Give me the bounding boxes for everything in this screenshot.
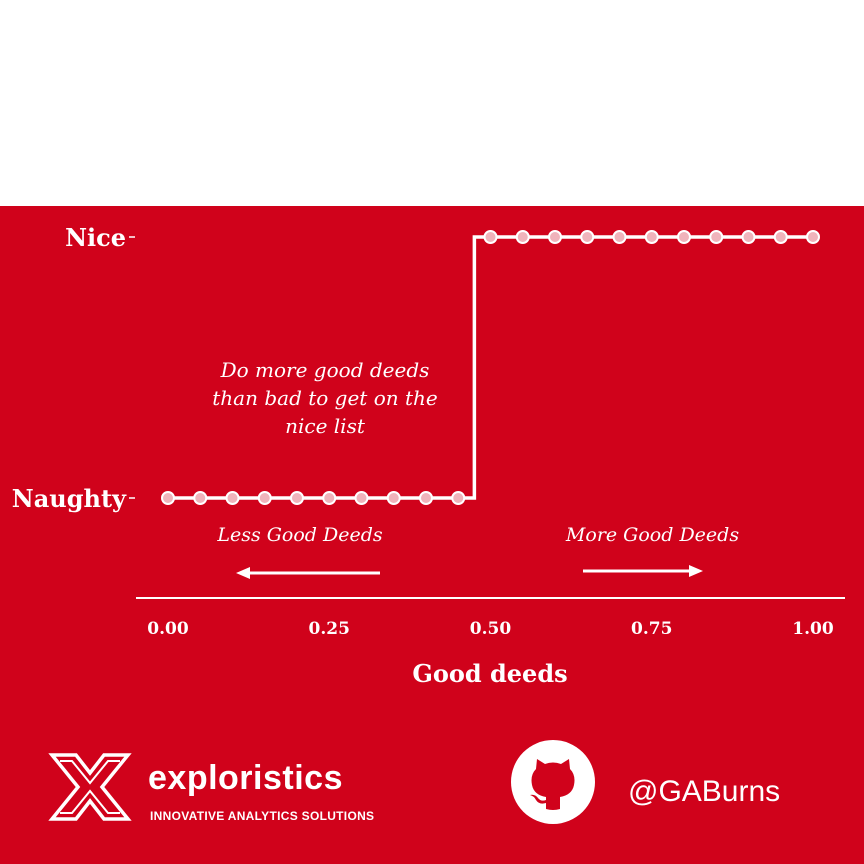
y-tick-label: Nice xyxy=(65,223,126,252)
github-octocat-icon xyxy=(511,740,595,824)
data-point xyxy=(515,230,530,244)
data-point xyxy=(257,491,272,505)
data-point xyxy=(709,230,724,244)
github-handle: @GABurns xyxy=(628,775,781,808)
chart-background xyxy=(0,206,864,864)
data-point xyxy=(612,230,627,244)
data-point xyxy=(193,491,208,505)
brand-name: exploristics xyxy=(148,759,343,797)
data-point xyxy=(354,491,369,505)
data-point xyxy=(322,491,337,505)
data-point xyxy=(580,230,595,244)
x-axis-label: Good deeds xyxy=(412,659,567,688)
data-point xyxy=(644,230,659,244)
callout-text: Do more good deeds than bad to get on th… xyxy=(212,358,438,438)
x-tick-label: 0.00 xyxy=(147,619,189,639)
exploristics-x-logo-icon xyxy=(48,753,132,821)
top-blank-area xyxy=(0,0,864,206)
x-tick-label: 1.00 xyxy=(792,619,834,639)
data-point xyxy=(386,491,401,505)
data-point xyxy=(548,230,562,244)
data-point xyxy=(225,491,240,505)
left-arrow-icon xyxy=(236,567,380,579)
data-point xyxy=(806,230,820,244)
left-arrow-head xyxy=(236,567,250,579)
step-chart: 0.00 0.25 0.50 0.75 1.00 Good deeds Naughty Nic… xyxy=(0,206,864,864)
data-point xyxy=(451,491,466,505)
data-point xyxy=(161,491,175,505)
chart-panel: 0.00 0.25 0.50 0.75 1.00 Good deeds Naughty Nic… xyxy=(0,206,864,864)
x-tick-label: 0.50 xyxy=(470,619,512,639)
x-tick-label: 0.25 xyxy=(309,619,350,639)
data-point xyxy=(290,491,304,505)
data-point xyxy=(419,491,433,505)
data-point xyxy=(773,230,788,244)
more-good-deeds-label: More Good Deeds xyxy=(565,524,740,546)
less-good-deeds-label: Less Good Deeds xyxy=(217,524,383,546)
data-point xyxy=(677,230,691,244)
x-tick-label: 0.75 xyxy=(631,619,672,639)
brand-tagline: INNOVATIVE ANALYTICS SOLUTIONS xyxy=(150,809,375,823)
series-step-line xyxy=(168,235,813,500)
y-tick-label: Naughty xyxy=(12,484,127,513)
right-arrow-head xyxy=(689,565,703,577)
data-point xyxy=(483,230,498,244)
data-point xyxy=(741,230,756,244)
right-arrow-icon xyxy=(583,565,703,577)
